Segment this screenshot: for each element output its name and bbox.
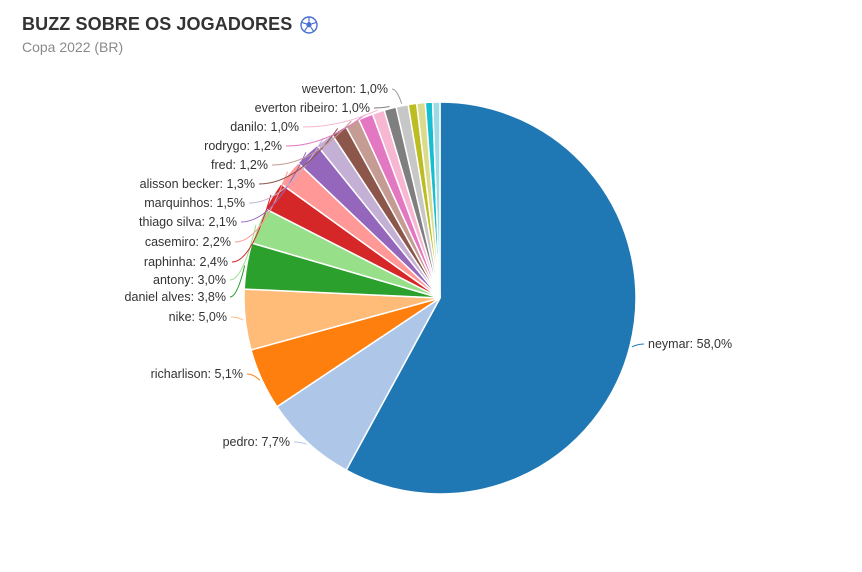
label-connector — [229, 265, 246, 298]
title-row: BUZZ SOBRE OS JOGADORES — [22, 14, 319, 35]
slice-label-daniel-alves: daniel alves: 3,8% — [125, 290, 226, 304]
slice-label-richarlison: richarlison: 5,1% — [151, 367, 243, 381]
pie-slices — [243, 101, 637, 495]
label-connector — [285, 114, 366, 147]
pie-slice-unlabeled-19 — [431, 101, 441, 299]
pie-slice-neymar — [345, 101, 637, 495]
slice-label-fred: fred: 1,2% — [211, 158, 268, 172]
slice-label-casemiro: casemiro: 2,2% — [145, 235, 231, 249]
slice-label-danilo: danilo: 1,0% — [230, 120, 299, 134]
label-connector — [248, 137, 324, 204]
soccer-ball-icon — [300, 15, 319, 34]
slice-label-pedro: pedro: 7,7% — [223, 435, 290, 449]
label-connector — [230, 316, 244, 321]
label-connector — [229, 224, 257, 281]
slice-label-antony: antony: 3,0% — [153, 273, 226, 287]
slice-label-weverton: weverton: 1,0% — [301, 82, 388, 96]
slice-label-alisson-becker: alisson becker: 1,3% — [140, 177, 255, 191]
slice-label-everton-ribeiro: everton ribeiro: 1,0% — [255, 101, 370, 115]
chart-header: BUZZ SOBRE OS JOGADORES Copa 2022 (BR) — [22, 14, 319, 55]
slice-label-raphinha: raphinha: 2,4% — [144, 255, 228, 269]
label-connector — [234, 171, 289, 243]
slice-label-nike: nike: 5,0% — [169, 310, 227, 324]
label-connector — [391, 88, 403, 104]
label-connector — [373, 106, 390, 109]
label-connector — [293, 441, 307, 445]
slice-label-marquinhos: marquinhos: 1,5% — [144, 196, 245, 210]
slice-label-thiago-silva: thiago silva: 2,1% — [139, 215, 237, 229]
label-connector — [302, 109, 378, 128]
slice-label-neymar: neymar: 58,0% — [648, 337, 732, 351]
label-connector — [246, 373, 261, 381]
label-connector — [240, 152, 307, 223]
label-connector — [631, 343, 645, 348]
label-connector — [231, 194, 272, 263]
pie-labels: neymar: 58,0% pedro: 7,7% richarlison: 5,1… — [125, 82, 733, 449]
slice-label-rodrygo: rodrygo: 1,2% — [204, 139, 282, 153]
chart-title: BUZZ SOBRE OS JOGADORES — [22, 14, 293, 34]
chart-subtitle: Copa 2022 (BR) — [22, 39, 124, 55]
pie-slice-pedro — [275, 297, 441, 472]
label-connector — [258, 128, 339, 185]
